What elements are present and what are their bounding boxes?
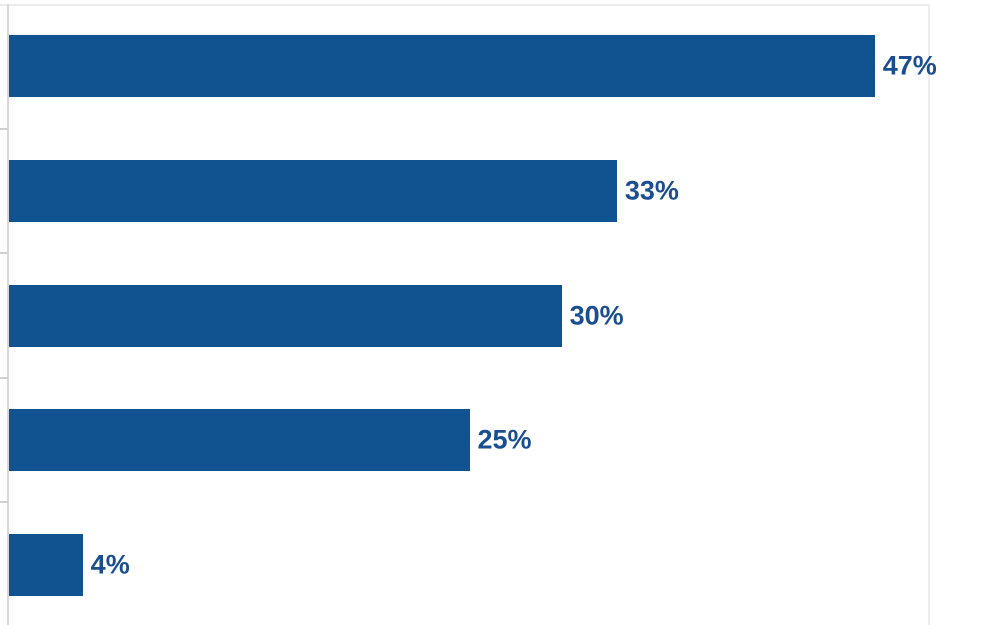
bar-data-label: 4% xyxy=(90,549,130,580)
bar-value-30 xyxy=(9,284,562,347)
bar-value-25 xyxy=(9,409,470,472)
y-axis-tick xyxy=(0,127,8,130)
bar-data-label: 33% xyxy=(624,175,679,206)
plot-top-border xyxy=(0,4,929,6)
y-axis-tick xyxy=(0,376,8,379)
bar-row: 4% xyxy=(9,533,1000,596)
bar-value-4 xyxy=(9,533,83,596)
bar-row: 25% xyxy=(9,409,1000,472)
bar-value-47 xyxy=(9,35,875,98)
y-axis-tick xyxy=(0,252,8,255)
bar-value-33 xyxy=(9,159,617,222)
bar-row: 47% xyxy=(9,35,1000,98)
y-axis-tick xyxy=(0,501,8,504)
bar-data-label: 30% xyxy=(569,300,624,330)
bar-data-label: 47% xyxy=(882,50,937,81)
bar-row: 33% xyxy=(9,159,1000,222)
x-gridline-50pct xyxy=(928,4,930,625)
y-axis-line xyxy=(7,4,9,625)
bar-row: 30% xyxy=(9,284,1000,347)
bar-data-label: 25% xyxy=(477,424,532,455)
